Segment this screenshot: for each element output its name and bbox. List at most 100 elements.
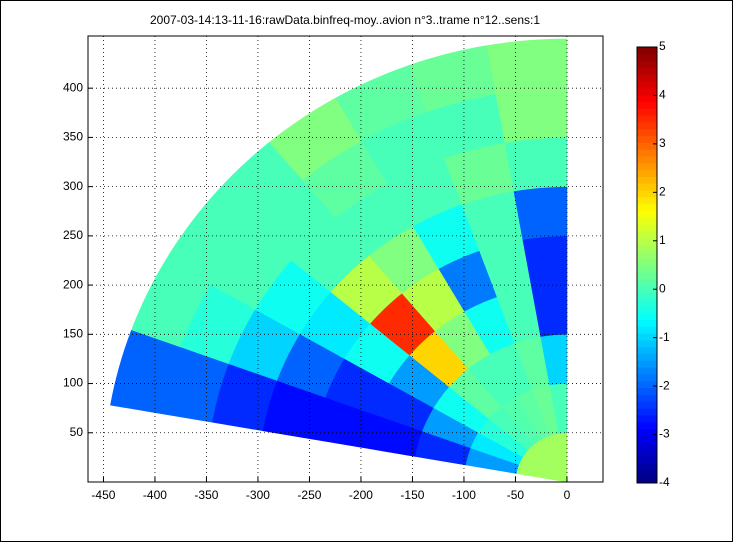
x-tick-label: -50 xyxy=(507,488,525,502)
y-tick-label: 350 xyxy=(63,130,83,144)
colorbar-swatch xyxy=(637,121,657,130)
colorbar-swatch xyxy=(637,380,657,389)
x-tick-label: -400 xyxy=(143,488,167,502)
colorbar-swatch xyxy=(637,339,657,348)
colorbar-swatch xyxy=(637,142,657,150)
field-cell xyxy=(512,186,568,240)
colorbar-swatch xyxy=(637,176,657,184)
colorbar-swatch xyxy=(637,278,657,286)
colorbar-swatch xyxy=(637,271,657,280)
colorbar-swatch xyxy=(637,203,657,211)
colorbar-tick-label: -4 xyxy=(659,475,670,489)
colorbar-swatch xyxy=(637,394,657,402)
y-tick-label: 250 xyxy=(63,228,83,242)
colorbar-swatch xyxy=(637,448,657,457)
y-tick-label: 100 xyxy=(63,376,83,390)
colorbar-swatch xyxy=(637,87,657,96)
colorbar-swatch xyxy=(637,237,657,246)
y-tick-label: 200 xyxy=(63,277,83,291)
y-tick-label: 400 xyxy=(63,80,83,94)
colorbar-swatch xyxy=(637,285,657,293)
colorbar-tick-label: 5 xyxy=(659,39,666,53)
colorbar-tick-label: 1 xyxy=(659,233,666,247)
colorbar-swatch xyxy=(637,428,657,436)
x-tick-label: -100 xyxy=(452,488,476,502)
colorbar-swatch xyxy=(637,401,657,409)
colorbar-swatch xyxy=(637,346,657,355)
colorbar-swatch xyxy=(637,353,657,361)
colorbar-swatch xyxy=(637,305,657,314)
colorbar-swatch xyxy=(637,108,657,116)
colorbar-swatch xyxy=(637,455,657,464)
colorbar-tick-label: 3 xyxy=(659,136,666,150)
colorbar-swatch xyxy=(637,476,657,484)
colorbar-tick-label: 0 xyxy=(659,281,666,295)
colorbar-swatch xyxy=(637,312,657,320)
field-cell xyxy=(110,330,181,414)
colorbar-swatch xyxy=(637,387,657,395)
x-tick-label: 0 xyxy=(564,488,571,502)
colorbar-swatch xyxy=(637,299,657,307)
colorbar-tick-label: 4 xyxy=(659,88,666,102)
colorbar-tick-label: -3 xyxy=(659,427,670,441)
colorbar-swatch xyxy=(637,196,657,205)
colorbar-tick-label: -2 xyxy=(659,378,670,392)
colorbar-swatch xyxy=(637,60,657,68)
colorbar-swatch xyxy=(637,183,657,191)
colorbar-tick-label: 2 xyxy=(659,185,666,199)
colorbar-swatch xyxy=(637,101,657,109)
colorbar-swatch xyxy=(637,81,657,89)
colorbar-swatch xyxy=(637,421,657,429)
x-tick-label: -300 xyxy=(246,488,270,502)
colorbar-swatch xyxy=(637,319,657,327)
colorbar-swatch xyxy=(637,74,657,82)
colorbar-swatch xyxy=(637,162,657,171)
chart-title: 2007-03-14:13-11-16:rawData.binfreq-moy.… xyxy=(150,13,540,27)
colorbar-swatch xyxy=(637,169,657,177)
colorbar-swatch xyxy=(637,469,657,477)
colorbar-swatch xyxy=(637,224,657,232)
colorbar-swatch xyxy=(637,414,657,423)
colorbar-swatch xyxy=(637,442,657,450)
colorbar-swatch xyxy=(637,265,657,273)
colorbar-tick-label: -1 xyxy=(659,330,670,344)
colorbar-swatch xyxy=(637,462,657,470)
colorbar-swatch xyxy=(637,292,657,300)
x-tick-label: -200 xyxy=(349,488,373,502)
colorbar-box xyxy=(636,46,658,484)
field-cell xyxy=(486,38,568,95)
colorbar-swatch xyxy=(637,135,657,143)
colorbar-swatch xyxy=(637,230,657,239)
colorbar-swatch xyxy=(637,67,657,75)
colorbar-swatch xyxy=(637,94,657,102)
y-tick-label: 300 xyxy=(63,179,83,193)
x-tick-label: -150 xyxy=(400,488,424,502)
colorbar-swatch xyxy=(637,190,657,198)
colorbar-swatch xyxy=(637,156,657,164)
colorbar-swatch xyxy=(637,435,657,443)
colorbar-swatch xyxy=(637,210,657,218)
y-tick-label: 150 xyxy=(63,326,83,340)
y-tick-label: 50 xyxy=(70,425,84,439)
colorbar-swatch xyxy=(637,251,657,259)
colorbar-swatch xyxy=(637,149,657,157)
colorbar-swatch xyxy=(637,374,657,382)
colorbar-swatch xyxy=(637,333,657,341)
colorbar-swatch xyxy=(637,128,657,137)
x-tick-label: -450 xyxy=(91,488,115,502)
field-cell xyxy=(503,137,568,192)
axes-box xyxy=(87,35,604,483)
colorbar-swatch xyxy=(637,360,657,368)
colorbar-swatch xyxy=(637,244,657,252)
x-tick-label: -250 xyxy=(297,488,321,502)
colorbar-swatch xyxy=(637,258,657,266)
colorbar-swatch xyxy=(637,367,657,375)
field xyxy=(110,38,568,482)
colorbar-swatch xyxy=(637,217,657,225)
colorbar-swatch xyxy=(637,408,657,416)
colorbar-swatch xyxy=(637,53,657,62)
field-cell xyxy=(495,87,568,143)
colorbar-swatch xyxy=(637,326,657,334)
x-tick-label: -350 xyxy=(194,488,218,502)
